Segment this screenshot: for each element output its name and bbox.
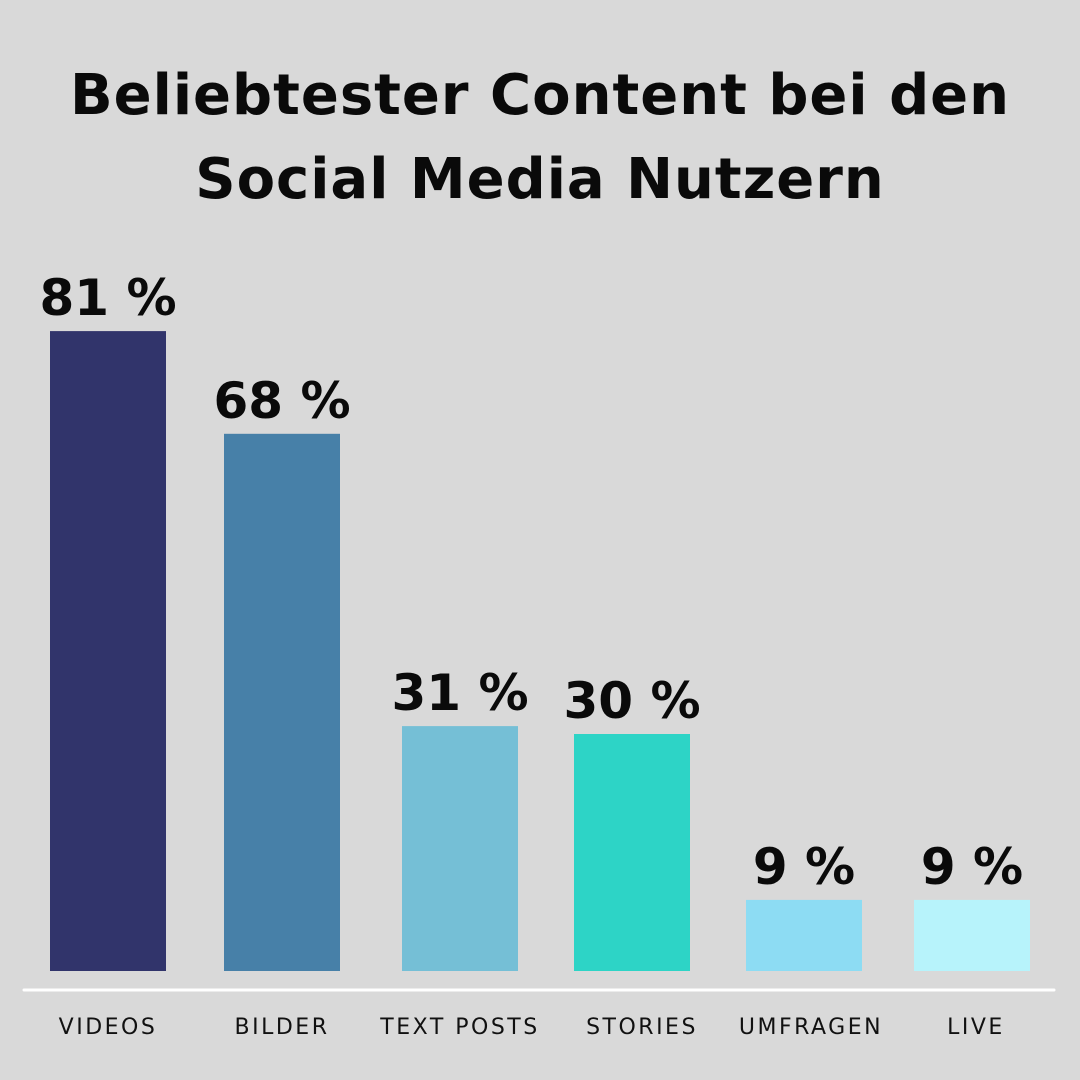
category-label-live: LIVE bbox=[947, 1015, 1005, 1040]
value-labels-group: 81 % 68 % 31 % 30 % 9 % 9 % bbox=[39, 269, 1023, 896]
value-label-bilder: 68 % bbox=[213, 372, 350, 430]
category-label-umfragen: UMFRAGEN bbox=[739, 1015, 883, 1040]
category-label-videos: VIDEOS bbox=[59, 1015, 158, 1040]
value-label-videos: 81 % bbox=[39, 269, 176, 327]
bar-live bbox=[914, 899, 1030, 971]
category-label-stories: STORIES bbox=[586, 1015, 698, 1040]
value-label-stories: 30 % bbox=[563, 672, 700, 730]
value-label-umfragen: 9 % bbox=[753, 838, 855, 896]
category-label-bilder: BILDER bbox=[235, 1015, 330, 1040]
category-labels-group: VIDEOS BILDER TEXT POSTS STORIES UMFRAGEN LIV… bbox=[59, 1015, 1005, 1040]
bar-bilder bbox=[224, 433, 340, 971]
category-label-text-posts: TEXT POSTS bbox=[379, 1015, 539, 1040]
bar-videos bbox=[50, 331, 166, 972]
chart-title: Beliebtester Content bei den Social Medi… bbox=[69, 63, 1011, 212]
bar-stories bbox=[574, 734, 690, 971]
value-label-text-posts: 31 % bbox=[391, 664, 528, 722]
bar-text-posts bbox=[402, 726, 518, 971]
value-label-live: 9 % bbox=[921, 838, 1023, 896]
bar-umfragen bbox=[746, 899, 862, 971]
bars-group bbox=[50, 331, 1030, 972]
